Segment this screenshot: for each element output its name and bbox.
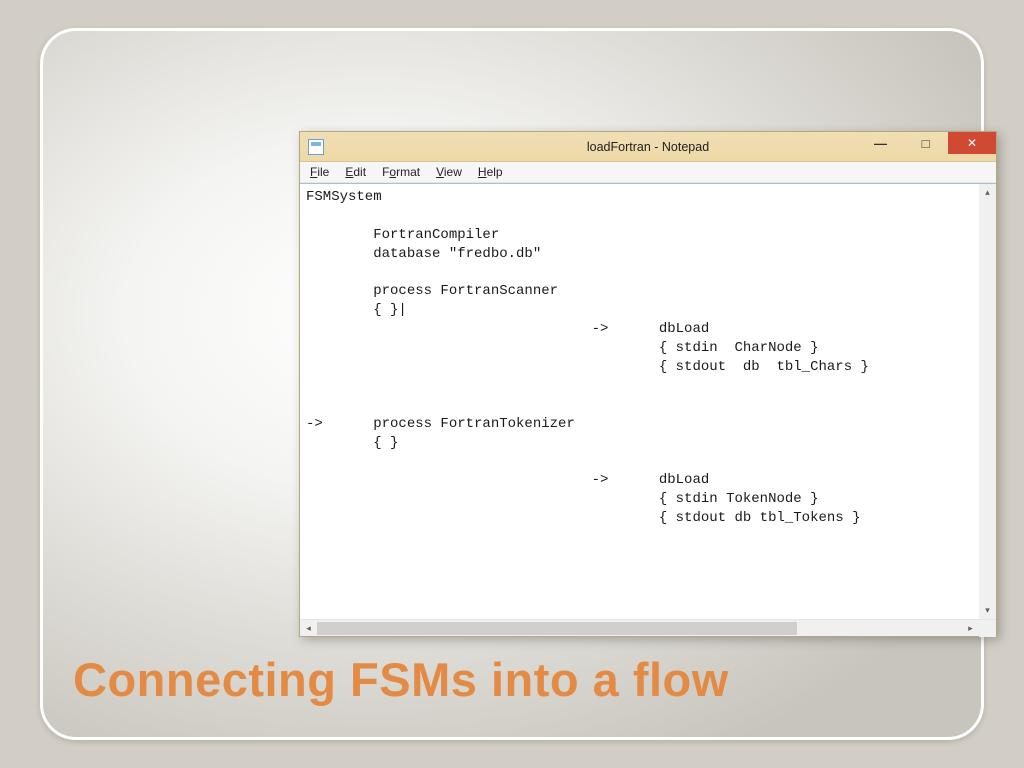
scroll-up-icon[interactable]: ▴ [979,184,996,201]
slide-title: Connecting FSMs into a flow [73,652,729,707]
vertical-scrollbar[interactable]: ▴ ▾ [979,184,996,619]
editor-area[interactable]: FSMSystem FortranCompiler database "fred… [300,184,996,619]
window-controls: — □ ✕ [858,132,996,161]
menu-help[interactable]: Help [472,164,509,180]
scroll-corner [979,620,996,637]
close-button[interactable]: ✕ [948,132,996,154]
notepad-icon [308,139,324,155]
menu-format[interactable]: Format [376,164,426,180]
menubar: File Edit Format View Help [300,162,996,183]
editor-content[interactable]: FSMSystem FortranCompiler database "fred… [306,188,990,528]
menu-edit[interactable]: Edit [339,164,372,180]
minimize-button[interactable]: — [858,132,903,154]
scroll-right-icon[interactable]: ▸ [962,620,979,637]
horizontal-scroll-thumb[interactable] [317,622,797,635]
maximize-button[interactable]: □ [903,132,948,154]
close-icon: ✕ [967,136,977,150]
notepad-window: loadFortran - Notepad — □ ✕ File Edit Fo… [299,131,997,637]
menu-view[interactable]: View [430,164,468,180]
slide-card: loadFortran - Notepad — □ ✕ File Edit Fo… [40,28,984,740]
window-title: loadFortran - Notepad [587,140,709,154]
menu-file[interactable]: File [304,164,335,180]
scroll-left-icon[interactable]: ◂ [300,620,317,637]
horizontal-scrollbar[interactable]: ◂ ▸ [300,619,996,636]
titlebar[interactable]: loadFortran - Notepad — □ ✕ [300,132,996,162]
editor-wrap: FSMSystem FortranCompiler database "fred… [300,183,996,636]
scroll-down-icon[interactable]: ▾ [979,602,996,619]
